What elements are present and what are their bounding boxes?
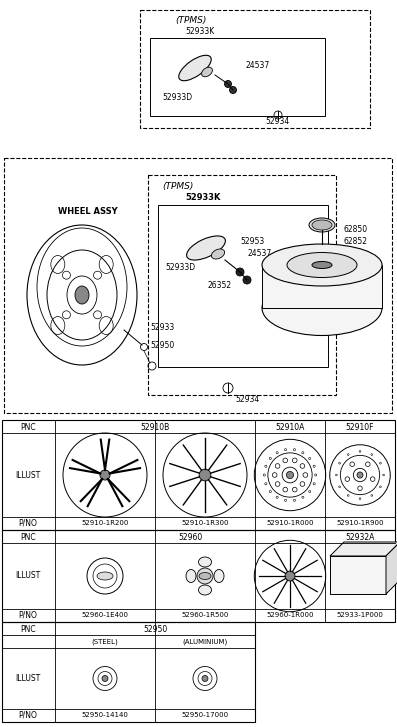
- Ellipse shape: [202, 68, 212, 77]
- Text: 52950: 52950: [150, 340, 174, 350]
- Bar: [2, 420, 395, 530]
- Ellipse shape: [75, 286, 89, 304]
- Circle shape: [102, 675, 108, 681]
- Text: (TPMS): (TPMS): [175, 15, 206, 25]
- Text: 52933: 52933: [150, 323, 174, 332]
- Circle shape: [100, 470, 110, 480]
- Text: WHEEL ASSY: WHEEL ASSY: [58, 207, 118, 217]
- Text: ILLUST: ILLUST: [15, 470, 40, 480]
- Text: 52934: 52934: [265, 118, 289, 126]
- Ellipse shape: [211, 249, 225, 259]
- Text: 62850: 62850: [344, 225, 368, 235]
- Text: 52933K: 52933K: [185, 28, 214, 36]
- Text: 52960-1E400: 52960-1E400: [81, 612, 129, 618]
- Text: 52934: 52934: [235, 395, 259, 404]
- Text: 24537: 24537: [245, 62, 269, 71]
- Text: PNC: PNC: [20, 624, 36, 633]
- Bar: [2, 530, 395, 622]
- Ellipse shape: [287, 252, 357, 278]
- Text: 52960-1R000: 52960-1R000: [266, 612, 314, 618]
- Circle shape: [286, 471, 293, 478]
- Text: P/NO: P/NO: [19, 611, 37, 619]
- Ellipse shape: [262, 244, 382, 286]
- Text: P/NO: P/NO: [19, 710, 37, 720]
- Bar: [262, 265, 382, 308]
- Text: 52953: 52953: [240, 236, 264, 246]
- Bar: [150, 38, 325, 116]
- Text: ILLUST: ILLUST: [15, 674, 40, 683]
- Ellipse shape: [214, 569, 224, 582]
- Text: PNC: PNC: [20, 532, 36, 542]
- Polygon shape: [386, 542, 397, 594]
- Bar: [4, 158, 392, 413]
- Text: 52910F: 52910F: [346, 422, 374, 432]
- Ellipse shape: [97, 572, 113, 580]
- Ellipse shape: [198, 585, 212, 595]
- Text: 52933-1P000: 52933-1P000: [337, 612, 384, 618]
- Text: 62852: 62852: [344, 238, 368, 246]
- Bar: [158, 205, 328, 367]
- Ellipse shape: [199, 572, 211, 579]
- Text: 52933K: 52933K: [185, 193, 220, 203]
- Text: 52910A: 52910A: [275, 422, 304, 432]
- Polygon shape: [330, 542, 397, 556]
- Text: 52910-1R200: 52910-1R200: [81, 520, 129, 526]
- Text: ILLUST: ILLUST: [15, 571, 40, 580]
- Text: 52950-14140: 52950-14140: [81, 712, 129, 718]
- Bar: [330, 556, 386, 594]
- Text: 52960-1R500: 52960-1R500: [181, 612, 229, 618]
- Text: 52910-1R900: 52910-1R900: [336, 520, 384, 526]
- Ellipse shape: [312, 262, 332, 268]
- Circle shape: [236, 268, 244, 276]
- Text: 52933D: 52933D: [162, 94, 192, 103]
- Text: PNC: PNC: [20, 422, 36, 432]
- Ellipse shape: [198, 557, 212, 567]
- Text: 52932A: 52932A: [345, 532, 375, 542]
- Ellipse shape: [312, 220, 332, 230]
- Text: P/NO: P/NO: [19, 518, 37, 528]
- Bar: [2, 622, 255, 722]
- Text: 24537: 24537: [248, 249, 272, 259]
- Ellipse shape: [186, 569, 196, 582]
- Circle shape: [229, 87, 237, 94]
- Text: (TPMS): (TPMS): [162, 182, 193, 191]
- Text: 52910-1R300: 52910-1R300: [181, 520, 229, 526]
- Circle shape: [202, 675, 208, 681]
- Text: (STEEL): (STEEL): [92, 639, 118, 646]
- Text: 52950: 52950: [143, 624, 167, 633]
- Text: 52960: 52960: [178, 532, 202, 542]
- Circle shape: [357, 472, 363, 478]
- Bar: [148, 175, 336, 395]
- Text: 52950-17000: 52950-17000: [181, 712, 229, 718]
- Ellipse shape: [187, 236, 225, 260]
- Text: 52910-1R000: 52910-1R000: [266, 520, 314, 526]
- Text: 26352: 26352: [208, 281, 232, 289]
- Circle shape: [224, 81, 231, 87]
- Text: (ALUMINIUM): (ALUMINIUM): [182, 639, 227, 646]
- Circle shape: [285, 571, 295, 581]
- Bar: [140, 10, 370, 128]
- Circle shape: [243, 276, 251, 284]
- Text: 52933D: 52933D: [165, 263, 195, 273]
- Ellipse shape: [179, 55, 211, 81]
- Ellipse shape: [262, 281, 382, 335]
- Circle shape: [199, 469, 211, 481]
- Text: 52910B: 52910B: [141, 422, 170, 432]
- Circle shape: [197, 568, 213, 584]
- Ellipse shape: [309, 218, 335, 232]
